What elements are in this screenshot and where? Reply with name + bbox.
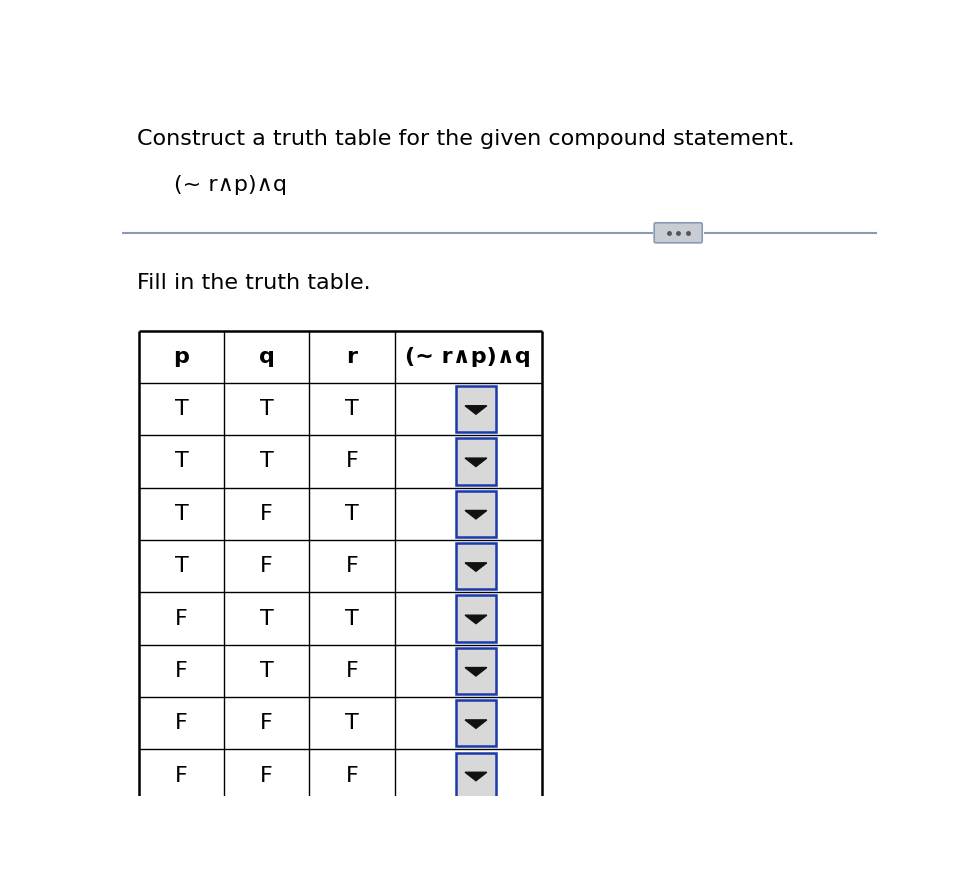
Polygon shape bbox=[465, 615, 487, 624]
Text: T: T bbox=[260, 609, 274, 628]
Text: T: T bbox=[345, 399, 358, 419]
Text: F: F bbox=[346, 556, 358, 577]
Text: Fill in the truth table.: Fill in the truth table. bbox=[137, 273, 371, 293]
Text: T: T bbox=[174, 504, 188, 524]
Bar bbox=[456, 700, 496, 746]
Text: T: T bbox=[260, 661, 274, 681]
Text: T: T bbox=[174, 399, 188, 419]
Text: F: F bbox=[175, 713, 188, 733]
Text: T: T bbox=[345, 609, 358, 628]
Bar bbox=[456, 753, 496, 798]
Text: F: F bbox=[260, 556, 273, 577]
Text: q: q bbox=[259, 347, 275, 367]
Polygon shape bbox=[465, 668, 487, 676]
Text: (~ r∧p)∧q: (~ r∧p)∧q bbox=[405, 347, 531, 367]
Text: T: T bbox=[345, 713, 358, 733]
Text: F: F bbox=[260, 713, 273, 733]
Text: T: T bbox=[260, 451, 274, 471]
Polygon shape bbox=[465, 563, 487, 571]
Text: F: F bbox=[175, 609, 188, 628]
Text: F: F bbox=[175, 765, 188, 786]
Bar bbox=[456, 595, 496, 642]
Text: (~ r∧p)∧q: (~ r∧p)∧q bbox=[174, 175, 287, 195]
Bar bbox=[139, 331, 542, 802]
Text: r: r bbox=[347, 347, 357, 367]
Text: T: T bbox=[260, 399, 274, 419]
FancyBboxPatch shape bbox=[655, 223, 702, 243]
Text: F: F bbox=[346, 451, 358, 471]
Text: T: T bbox=[174, 556, 188, 577]
Polygon shape bbox=[465, 772, 487, 780]
Text: p: p bbox=[173, 347, 189, 367]
Bar bbox=[456, 648, 496, 694]
Text: T: T bbox=[174, 451, 188, 471]
Text: Construct a truth table for the given compound statement.: Construct a truth table for the given co… bbox=[137, 129, 795, 148]
Text: F: F bbox=[260, 504, 273, 524]
Bar bbox=[456, 543, 496, 589]
Bar bbox=[456, 438, 496, 485]
Polygon shape bbox=[465, 458, 487, 467]
Text: F: F bbox=[260, 765, 273, 786]
Bar bbox=[456, 386, 496, 432]
Polygon shape bbox=[465, 406, 487, 414]
Text: F: F bbox=[346, 765, 358, 786]
Polygon shape bbox=[465, 510, 487, 519]
Text: T: T bbox=[345, 504, 358, 524]
Polygon shape bbox=[465, 720, 487, 729]
Bar bbox=[456, 491, 496, 537]
Text: F: F bbox=[175, 661, 188, 681]
Text: F: F bbox=[346, 661, 358, 681]
